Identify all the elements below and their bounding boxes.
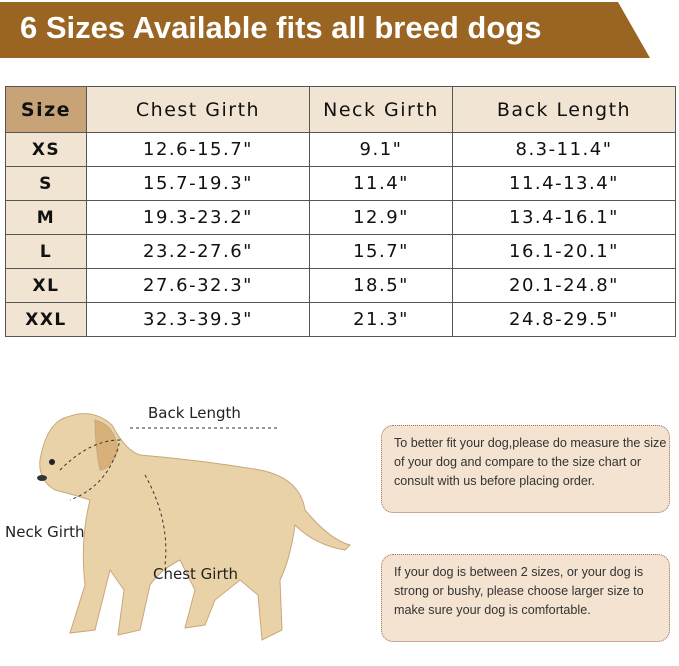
neck-girth-line — [59, 439, 121, 501]
chest-cell: 15.7-19.3" — [86, 166, 310, 201]
dog-nose — [37, 475, 47, 481]
back-cell: 11.4-13.4" — [452, 166, 676, 201]
table-row: XS 12.6-15.7" 9.1" 8.3-11.4" — [5, 132, 676, 167]
title: 6 Sizes Available fits all breed dogs — [20, 10, 542, 45]
measure-note: To better fit your dog,please do measure… — [381, 425, 670, 513]
size-cell: M — [5, 200, 87, 235]
title-banner: 6 Sizes Available fits all breed dogs — [0, 2, 650, 58]
neck-cell: 15.7" — [309, 234, 453, 269]
chest-cell: 32.3-39.3" — [86, 302, 310, 337]
back-length-label: Back Length — [148, 404, 241, 422]
neck-cell: 9.1" — [309, 132, 453, 167]
table-row: XXL 32.3-39.3" 21.3" 24.8-29.5" — [5, 302, 676, 337]
header-size: Size — [5, 86, 87, 133]
neck-girth-label: Neck Girth — [5, 523, 85, 541]
chest-cell: 12.6-15.7" — [86, 132, 310, 167]
back-cell: 8.3-11.4" — [452, 132, 676, 167]
dog-illustration — [39, 413, 351, 641]
neck-cell: 11.4" — [309, 166, 453, 201]
chest-cell: 19.3-23.2" — [86, 200, 310, 235]
size-cell: S — [5, 166, 87, 201]
neck-cell: 21.3" — [309, 302, 453, 337]
header-chest: Chest Girth — [86, 86, 310, 133]
header-neck: Neck Girth — [309, 86, 453, 133]
back-cell: 13.4-16.1" — [452, 200, 676, 235]
size-cell: XS — [5, 132, 87, 167]
size-table: Size Chest Girth Neck Girth Back Length … — [5, 86, 676, 337]
chest-girth-line — [144, 474, 167, 566]
dog-eye — [49, 459, 55, 465]
table-row: M 19.3-23.2" 12.9" 13.4-16.1" — [5, 200, 676, 235]
header-back: Back Length — [452, 86, 676, 133]
size-cell: XXL — [5, 302, 87, 337]
table-row: S 15.7-19.3" 11.4" 11.4-13.4" — [5, 166, 676, 201]
chest-girth-label: Chest Girth — [153, 565, 239, 583]
back-cell: 24.8-29.5" — [452, 302, 676, 337]
back-cell: 20.1-24.8" — [452, 268, 676, 303]
table-row: XL 27.6-32.3" 18.5" 20.1-24.8" — [5, 268, 676, 303]
table-header: Size Chest Girth Neck Girth Back Length — [5, 86, 676, 133]
sizing-note: If your dog is between 2 sizes, or your … — [381, 554, 670, 642]
